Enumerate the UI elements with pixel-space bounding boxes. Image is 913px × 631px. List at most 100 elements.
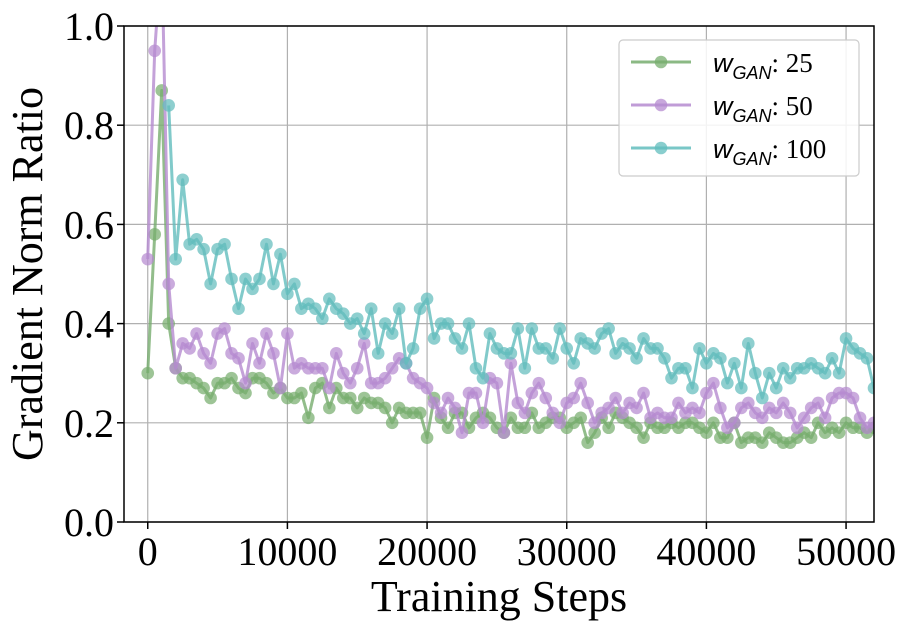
data-point [518,421,532,435]
data-point [323,292,336,306]
data-point [804,431,818,444]
data-point [420,292,434,306]
data-point [385,361,399,375]
data-point [350,361,364,375]
data-point [783,371,797,385]
data-point [274,247,287,261]
data-point [309,302,322,316]
data-point [602,421,615,435]
data-point [183,342,196,355]
data-point [630,401,643,415]
data-point [239,386,252,400]
data-point [239,272,252,286]
data-point [679,361,692,375]
data-point [707,416,720,430]
data-point [581,396,594,410]
data-point [567,356,581,370]
data-point [260,237,273,251]
data-point [427,332,441,345]
data-point [728,416,741,430]
data-point [260,376,273,390]
data-point [343,391,357,405]
data-point [518,406,532,420]
legend-label: wGAN: 25 [713,48,813,83]
legend-marker [654,98,668,112]
y-tick-label: 0.6 [64,202,114,247]
data-point [218,237,231,251]
data-point [148,44,162,58]
data-point [462,317,476,330]
data-point [616,406,629,420]
data-point [434,406,448,420]
data-point [260,327,273,340]
data-point [385,416,399,430]
legend-symbol: w [713,134,734,164]
y-tick-label: 0.2 [64,401,114,446]
data-point [693,406,706,420]
data-point [190,232,203,246]
data-point [281,327,294,340]
data-point [602,322,615,335]
data-point [378,401,392,415]
x-axis-title: Training Steps [371,572,627,621]
data-point [469,386,483,400]
data-point [371,347,385,360]
data-point [714,352,727,365]
legend-value: : 100 [772,134,827,164]
data-point [560,342,574,355]
data-point [707,376,720,390]
data-point [748,366,762,380]
data-point [511,322,525,335]
data-point [783,406,797,420]
data-point [274,381,287,395]
x-tick-label: 20000 [377,529,477,574]
data-point [225,272,238,286]
legend-subscript: GAN [733,63,773,83]
data-point [553,322,567,335]
legend-symbol: w [713,91,734,121]
data-point [546,352,560,365]
data-point [413,406,427,420]
x-tick-label: 0 [138,529,158,574]
legend-marker [654,141,668,155]
data-point [169,252,182,266]
data-point [232,352,245,365]
data-point [448,332,462,345]
data-point [399,356,413,370]
data-point [693,342,706,355]
data-point [776,396,790,410]
data-point [700,356,713,370]
data-point [532,376,546,390]
legend-symbol: w [713,48,734,78]
data-point [441,317,455,330]
data-point [441,421,455,435]
data-point [588,342,601,355]
data-point [281,287,294,301]
legend-value: : 25 [772,48,813,78]
data-point [323,401,336,415]
x-tick-label: 10000 [237,529,337,574]
series-2 [162,99,874,405]
data-point [811,396,825,410]
data-point [378,371,392,385]
legend-value: : 50 [772,91,813,121]
data-point [336,307,350,320]
data-point [232,302,245,316]
data-point [630,421,643,435]
data-point [267,347,280,360]
data-point [721,376,734,390]
data-point [700,426,713,440]
data-point [476,416,490,430]
data-point [490,376,504,390]
data-point [525,386,539,400]
plot-area [141,26,874,449]
data-point [672,396,685,410]
data-point [609,391,622,405]
data-point [853,411,867,425]
data-point [651,342,664,355]
legend-marker [654,55,668,69]
data-point [204,356,217,370]
data-point [288,277,301,291]
